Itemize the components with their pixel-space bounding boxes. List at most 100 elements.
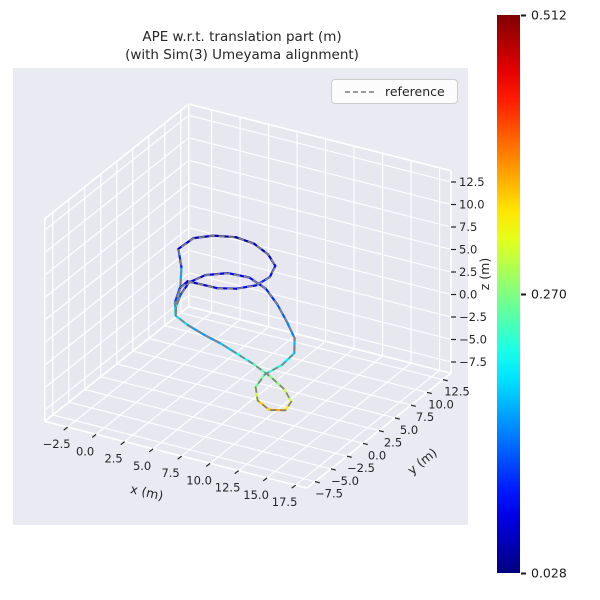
grid-line: [100, 376, 364, 444]
grid-line: [188, 227, 452, 296]
z-tick-label: −2.5: [459, 310, 487, 324]
x-tick-label: 2.5: [104, 452, 122, 466]
y-tick-label: −7.5: [315, 487, 343, 501]
grid-line: [188, 159, 452, 228]
grid-line: [44, 114, 190, 231]
y-tick: [426, 391, 432, 395]
y-tick: [442, 379, 448, 382]
grid-line: [44, 159, 190, 276]
x-tick-label: 12.5: [215, 481, 241, 495]
y-tick-label: 7.5: [416, 410, 434, 424]
y-tick: [394, 417, 400, 420]
colorbar-tickmark-icon: [521, 572, 526, 574]
colorbar-tickmark-icon: [521, 293, 526, 295]
grid-line: [188, 249, 452, 318]
legend-label-reference: reference: [385, 84, 445, 99]
grid-line: [116, 363, 380, 432]
colorbar-tick-min: 0.028: [520, 566, 567, 581]
tick-marks: [63, 181, 456, 489]
colorbar-tick-label-mid: 0.270: [531, 286, 567, 302]
colorbar-tick-label-min: 0.028: [531, 565, 567, 581]
grid-line: [44, 227, 190, 343]
z-tick-label: 5.0: [459, 243, 477, 257]
z-tick-label: 7.5: [459, 220, 477, 234]
y-tick: [410, 404, 416, 407]
y-tick-label: 12.5: [444, 385, 470, 399]
grid-line: [84, 388, 348, 457]
axes-edge: [44, 103, 190, 220]
grid-line: [132, 350, 396, 419]
x-tick: [63, 426, 68, 431]
colorbar-tickmark-icon: [521, 14, 526, 16]
y-tick-label: 0.0: [368, 448, 386, 462]
grid-line: [188, 204, 452, 273]
grid-line: [44, 272, 190, 388]
axes-edge: [44, 305, 190, 422]
grid-line: [188, 272, 452, 341]
x-tick: [262, 477, 268, 482]
axes-edge: [188, 305, 452, 375]
legend: reference: [331, 79, 458, 104]
y-tick-label: −2.5: [347, 461, 375, 475]
z-tick-label: −7.5: [459, 355, 487, 369]
y-tick-label: 10.0: [428, 397, 454, 411]
x-tick-label: 5.0: [133, 459, 151, 473]
z-axis-label: z (m): [477, 258, 492, 290]
grid-line: [44, 204, 190, 321]
z-tick-label: 0.0: [459, 288, 477, 302]
x-tick-label: 17.5: [272, 495, 298, 509]
y-tick-label: 5.0: [400, 423, 418, 437]
grid-line: [44, 137, 190, 253]
z-tick-label: −5.0: [459, 333, 487, 347]
axes-edge: [44, 420, 308, 489]
x-tick-label: 15.0: [243, 488, 269, 502]
x-tick-label: 10.0: [186, 473, 212, 487]
x-tick: [291, 484, 296, 489]
x-tick: [177, 455, 182, 460]
grid-line: [52, 414, 316, 483]
grid-line: [188, 294, 452, 363]
x-tick-label: 7.5: [161, 466, 179, 480]
x-tick-label: 0.0: [76, 444, 94, 458]
colorbar-gradient: [497, 15, 520, 573]
title-line-1: APE w.r.t. translation part (m): [142, 29, 342, 45]
y-tick: [330, 468, 336, 471]
y-tick: [314, 481, 320, 484]
title-line-2: (with Sim(3) Umeyama alignment): [125, 46, 359, 63]
reference-trajectory: [174, 234, 296, 412]
x-tick: [148, 448, 154, 453]
y-tick: [378, 430, 384, 433]
tick-labels: −2.50.02.55.07.510.012.515.017.5−7.5−5.0…: [43, 175, 492, 509]
grid-line: [180, 312, 444, 381]
reference-dashed-line-icon: [345, 90, 375, 93]
x-tick-label: −2.5: [43, 437, 71, 451]
grid-line: [188, 182, 452, 251]
x-axis-label: x (m): [129, 481, 165, 503]
y-tick-label: −5.0: [331, 474, 359, 488]
grid-line: [44, 249, 190, 366]
grid-line: [44, 294, 190, 411]
y-tick: [346, 455, 352, 458]
colorbar-tick-max: 0.512: [520, 8, 567, 23]
grid-line: [68, 401, 332, 470]
z-tick-label: 12.5: [459, 175, 485, 189]
grid-line: [44, 182, 190, 298]
y-tick: [362, 442, 368, 446]
x-tick: [205, 462, 211, 467]
colorbar-tick-mid: 0.270: [520, 287, 567, 302]
y-tick-label: 2.5: [384, 436, 402, 450]
x-tick: [234, 470, 239, 475]
colorbar-tick-label-max: 0.512: [531, 7, 567, 23]
axes-edge: [188, 103, 452, 172]
x-tick: [91, 433, 97, 438]
z-tick-label: 10.0: [459, 198, 485, 212]
reference-path: [174, 234, 296, 412]
grid-line: [188, 137, 452, 206]
grid-line: [148, 337, 412, 406]
plot-title: APE w.r.t. translation part (m) (with Si…: [3, 29, 481, 65]
colorbar: 0.512 0.270 0.028: [497, 8, 567, 581]
grid-line: [188, 114, 452, 183]
z-tick-label: 2.5: [459, 265, 477, 279]
